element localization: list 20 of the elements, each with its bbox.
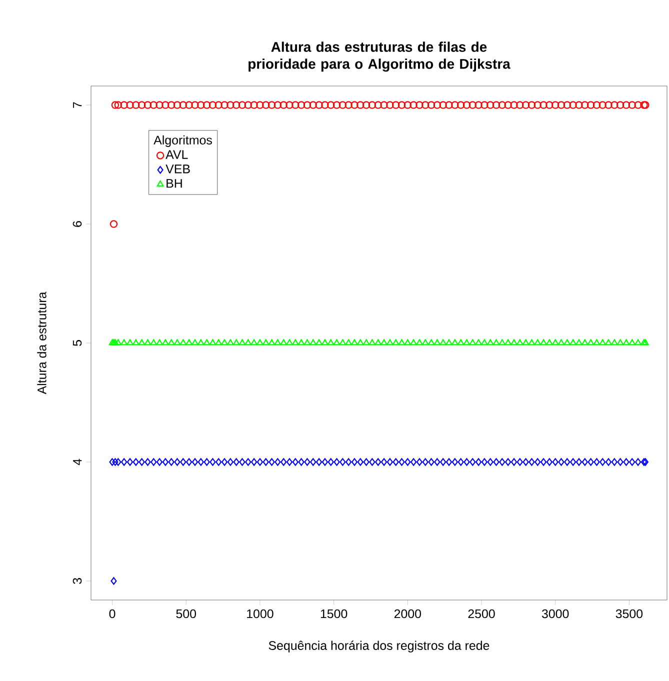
chart-title: Altura das estruturas de filas de prioridade para o Algoritmo de Dijkstra (248, 42, 510, 72)
y-axis-title: Altura da estrutura (37, 292, 46, 394)
x-tick-label: 500 (176, 609, 196, 618)
x-tick-label: 2500 (468, 609, 495, 618)
y-tick-label: 6 (72, 221, 82, 227)
legend-title: Algoritmos (154, 135, 212, 147)
x-tick-label: 3000 (542, 609, 569, 618)
y-tick-label: 7 (73, 102, 82, 108)
legend-label: AVL (166, 150, 188, 159)
legend-label: BH (166, 179, 182, 188)
x-tick-label: 1000 (247, 609, 274, 618)
x-tick-label: 3500 (616, 609, 643, 618)
x-tick-label: 2000 (394, 609, 422, 618)
y-tick-label: 3 (72, 578, 82, 584)
x-tick-label: 1500 (320, 609, 348, 618)
legend-label: VEB (166, 164, 190, 174)
y-tick-label: 4 (73, 458, 82, 466)
x-tick-label: 0 (109, 609, 116, 618)
y-tick-label: 5 (72, 340, 82, 346)
x-axis-title: Sequência horária dos registros da rede (268, 640, 490, 652)
